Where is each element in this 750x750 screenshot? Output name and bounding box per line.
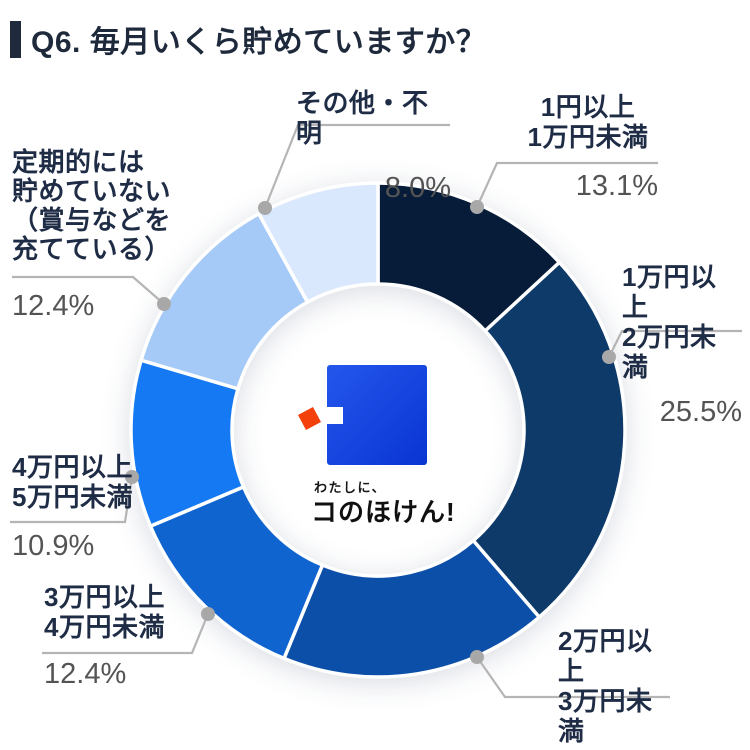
slice-label-2man-3man: 2万円以上 3万円未満 17.5% — [558, 626, 676, 750]
slice-label-text: 1円以上 1万円未満 — [527, 92, 649, 152]
slice-label-text: 1万円以上 2万円未満 — [622, 262, 717, 382]
leader-line-slice-6 — [258, 123, 450, 215]
slice-label-1man-2man: 1万円以上 2万円未満 25.5% — [622, 262, 742, 428]
slice-label-text: その他・不明 — [296, 88, 429, 148]
slice-percent: 10.9% — [12, 530, 95, 562]
slice-label-text: 定期的には 貯めていない （賞与などを 充てている） — [12, 147, 172, 264]
slice-label-text: 2万円以上 3万円未満 — [558, 626, 653, 746]
leader-line-slice-4 — [10, 470, 139, 524]
leader-line-slice-1 — [602, 329, 742, 364]
slice-label-3man-4man: 3万円以上 4万円未満 12.4% — [44, 582, 204, 690]
donut-slice-6 — [257, 181, 380, 304]
leader-line-slice-0 — [470, 161, 658, 214]
slice-label-text: 3万円以上 4万円未満 — [44, 582, 165, 642]
slice-label-text: 4万円以上 5万円未満 — [12, 452, 133, 512]
slice-label-other-unknown: その他・不明 8.0% — [296, 88, 451, 204]
slice-percent: 13.1% — [575, 170, 658, 202]
slice-label-not-regular: 定期的には 貯めていない （賞与などを 充てている） 12.4% — [12, 147, 182, 323]
page-title: Q6. 毎月いくら貯めていますか？ — [31, 26, 487, 59]
donut-slice-1 — [471, 260, 627, 619]
chart-title-block: Q6. 毎月いくら貯めていますか？ — [10, 17, 486, 61]
slice-label-1en-1man: 1円以上 1万円未満 13.1% — [518, 92, 658, 202]
slice-percent: 12.4% — [44, 658, 127, 690]
slice-percent: 25.5% — [659, 396, 742, 428]
leader-line-slice-2 — [470, 650, 670, 699]
slice-percent: 8.0% — [384, 172, 451, 204]
slice-label-4man-5man: 4万円以上 5万円未満 10.9% — [12, 452, 172, 562]
leader-line-slice-3 — [42, 607, 215, 655]
leader-line-slice-5 — [12, 275, 171, 311]
slice-percent: 12.4% — [12, 290, 95, 322]
title-accent-bar — [10, 20, 21, 58]
